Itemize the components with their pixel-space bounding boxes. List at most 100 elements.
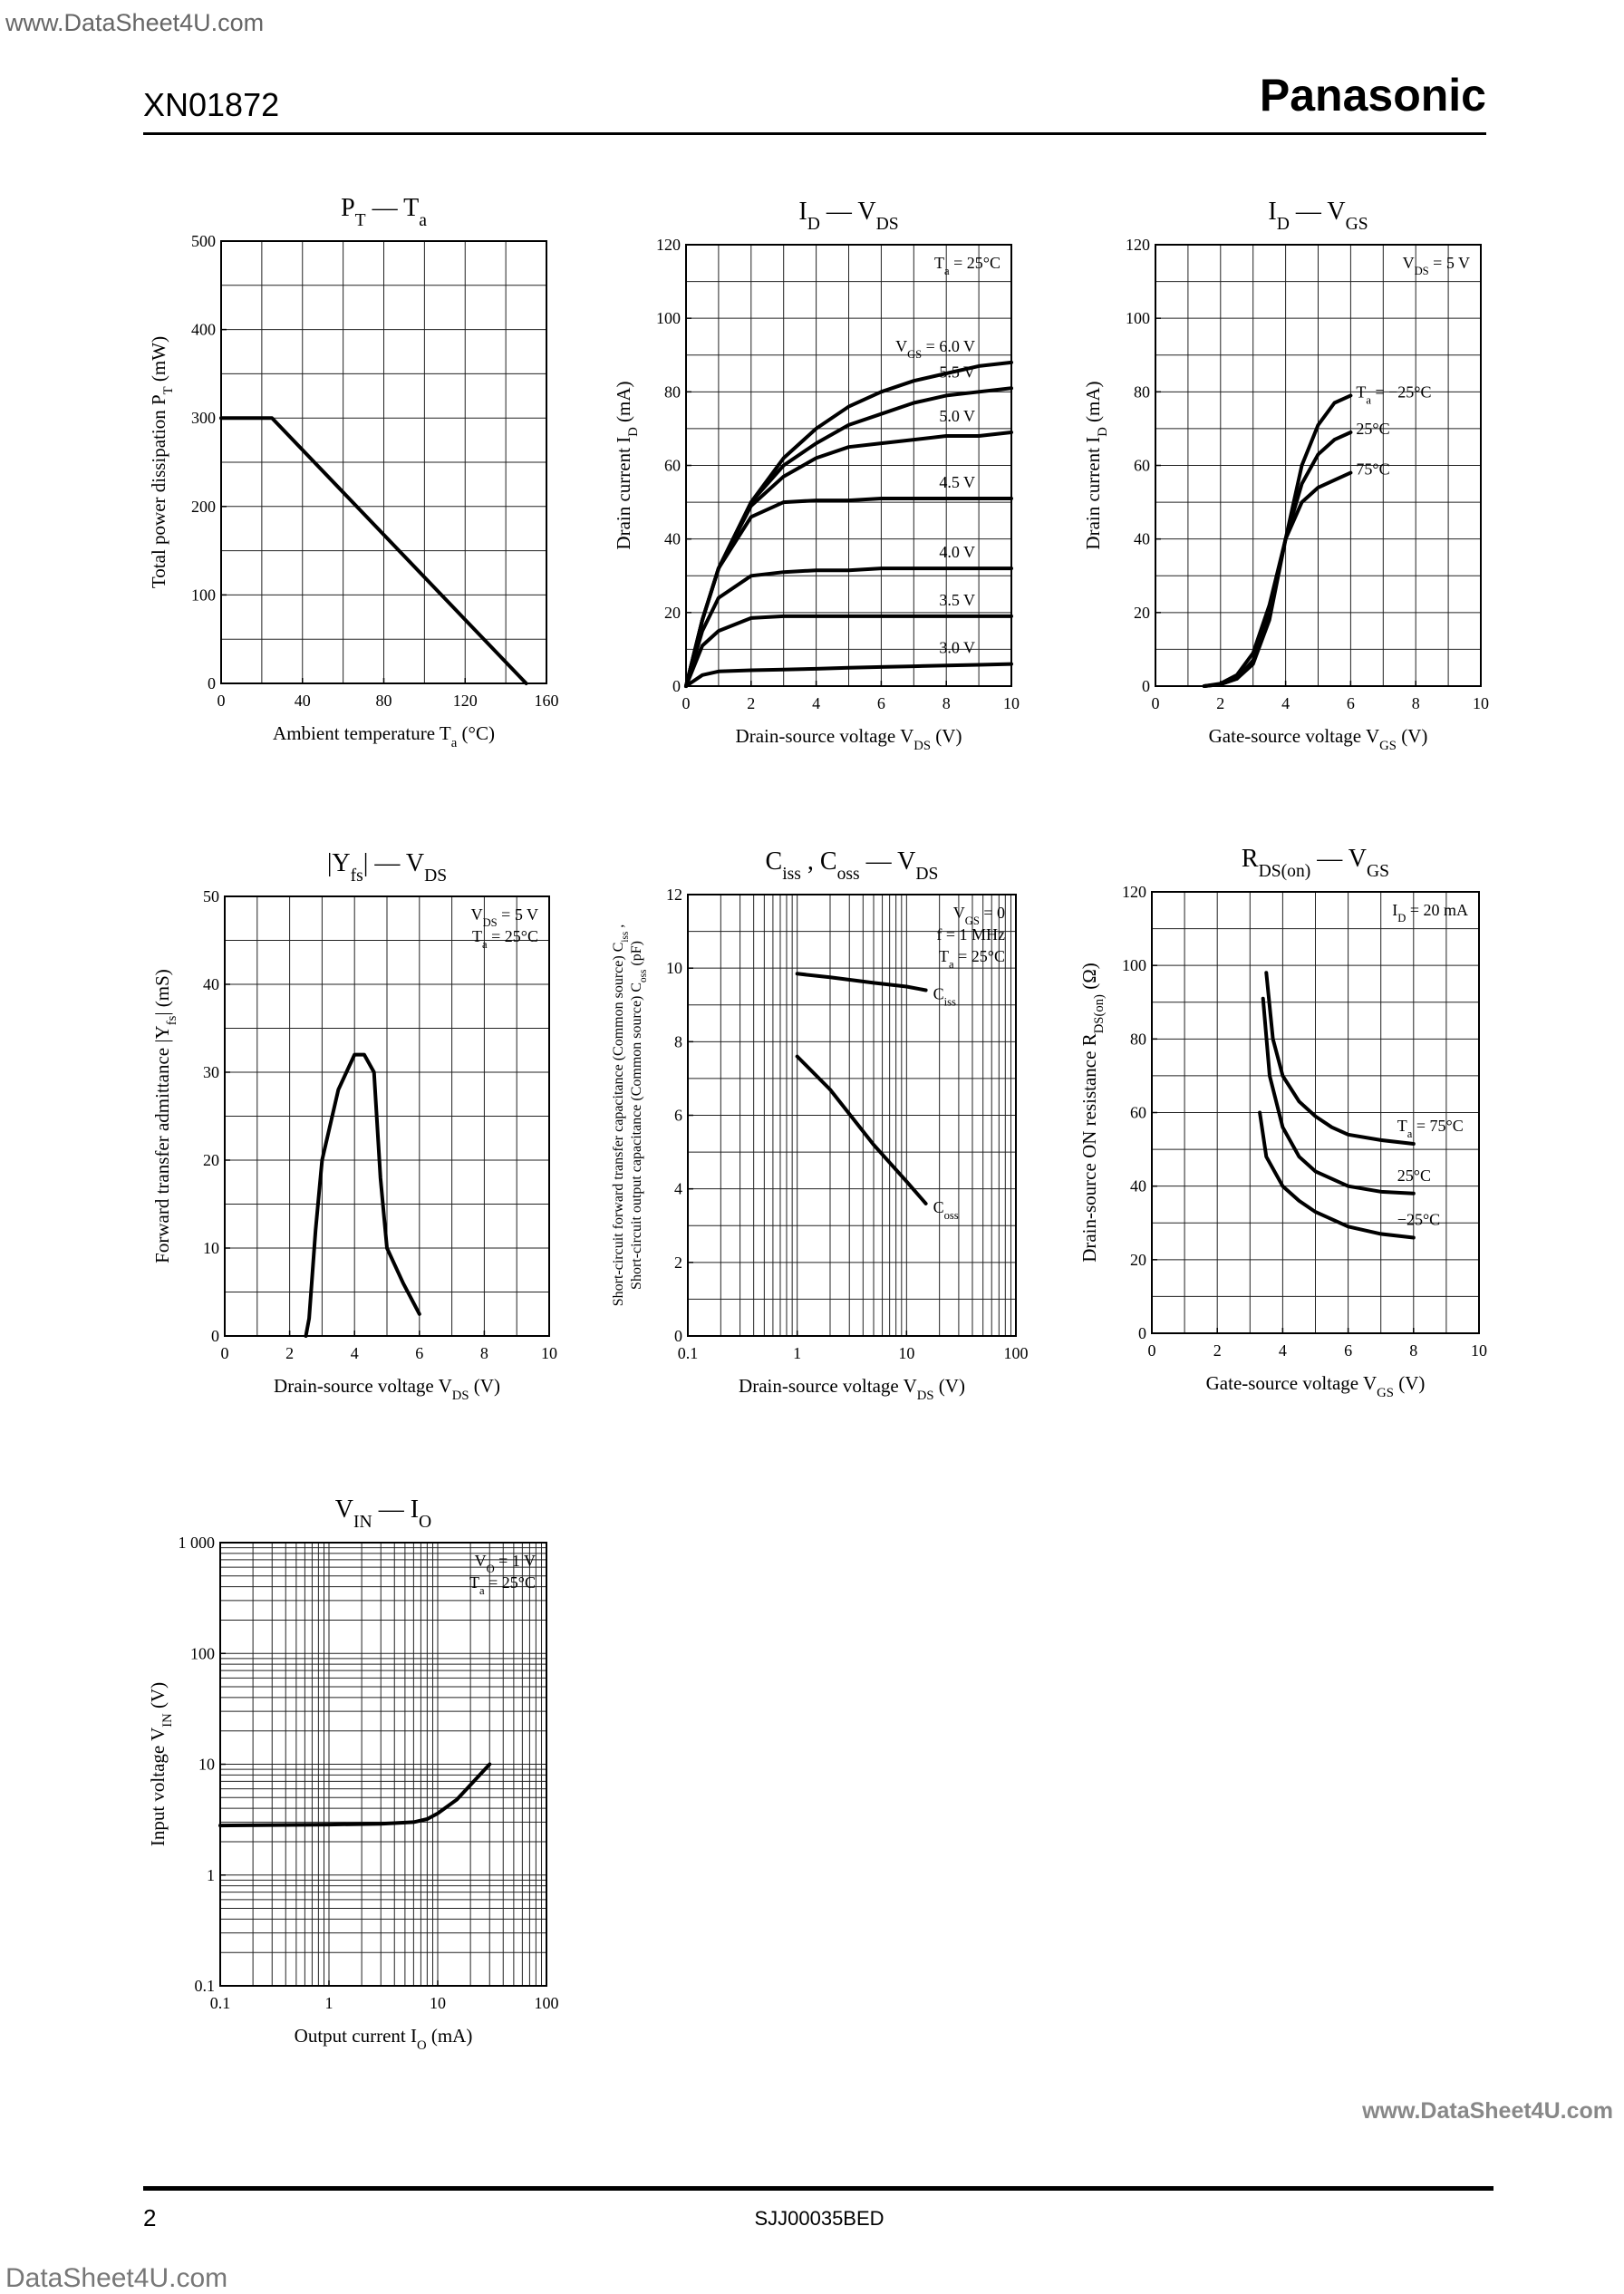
- text-part: R: [1242, 845, 1259, 873]
- x-tick-label: 160: [535, 692, 559, 710]
- text-part: = 25°C: [488, 927, 538, 945]
- y-tick-label: 100: [191, 586, 216, 604]
- text-part: | (mS): [151, 969, 173, 1015]
- text-part: Short-circuit forward transfer capacitan…: [611, 943, 626, 1307]
- text-part: V: [471, 905, 483, 924]
- text-part: Input voltage V: [147, 1728, 169, 1846]
- text-part: = 1 V: [495, 1552, 536, 1570]
- text-part: T: [934, 254, 944, 272]
- text-part: Drain current I: [1082, 437, 1104, 550]
- curve: [684, 614, 1013, 688]
- x-tick-label: 0: [1152, 694, 1160, 712]
- text-part: (Ω): [1078, 963, 1100, 994]
- text-part: V: [1403, 254, 1415, 272]
- text-part: (V): [469, 1375, 500, 1397]
- y-tick-label: 100: [1122, 956, 1146, 974]
- x-tick-label: 6: [877, 694, 885, 712]
- subscript: DS(on): [1092, 994, 1107, 1033]
- y-tick-label: 80: [1134, 382, 1150, 401]
- x-tick-label: 2: [1213, 1341, 1222, 1360]
- subscript: T: [355, 211, 366, 230]
- text-part: Drain current I: [613, 437, 634, 550]
- subscript: O: [417, 2038, 427, 2053]
- y-tick-label: 500: [191, 232, 216, 250]
- text-part: (mA): [427, 2025, 473, 2047]
- watermark: www.DataSheet4U.com: [5, 9, 264, 36]
- y-tick-label: 12: [666, 886, 682, 904]
- text-part: Gate-source voltage V: [1206, 1372, 1378, 1394]
- text-part: Output current I: [295, 2025, 417, 2047]
- condition-note: VGS = 0: [953, 904, 1005, 927]
- y-tick-label: 60: [664, 457, 681, 475]
- x-tick-label: 8: [1409, 1341, 1417, 1360]
- y-tick-label: 2: [674, 1253, 682, 1272]
- chart-title: |Yfs| — VDS: [327, 849, 447, 886]
- subscript: iss: [620, 932, 631, 943]
- text-part: Drain-source voltage V: [274, 1375, 452, 1397]
- y-axis-label: Short-circuit output capacitance (Common…: [629, 941, 649, 1290]
- text-part: — V: [820, 198, 876, 226]
- y-tick-label: 60: [1130, 1104, 1146, 1122]
- chart-title: RDS(on) — VGS: [1242, 845, 1389, 881]
- x-tick-label: 4: [812, 694, 820, 712]
- y-tick-label: 0: [208, 674, 216, 692]
- text-part: = 25°C: [485, 1573, 536, 1592]
- text-part: C: [933, 985, 944, 1003]
- y-tick-label: 0: [1138, 1324, 1146, 1342]
- text-part: Total power dissipation P: [148, 394, 169, 588]
- subscript: a: [479, 1584, 485, 1597]
- curve-label: VGS = 6.0 V: [895, 337, 975, 361]
- x-tick-label: 2: [1216, 694, 1224, 712]
- curve: [219, 416, 528, 685]
- text-part: — V: [1310, 845, 1367, 873]
- x-tick-label: 0: [218, 692, 226, 710]
- subscript: IN: [353, 1513, 372, 1532]
- curve: [684, 662, 1013, 688]
- curve-label: 4.5 V: [939, 473, 975, 491]
- text-part: C: [933, 1198, 944, 1216]
- y-tick-label: 20: [1134, 604, 1150, 622]
- subscript: fs: [165, 1015, 179, 1025]
- text-part: — I: [372, 1495, 419, 1524]
- curve: [684, 497, 1013, 688]
- condition-note: Ta = 25°C: [934, 254, 1000, 277]
- y-tick-label: 80: [664, 382, 681, 401]
- x-tick-label: 4: [351, 1344, 359, 1362]
- text-part: = 25°C: [954, 947, 1005, 965]
- text-part: (°C): [457, 722, 495, 744]
- text-part: Drain-source voltage V: [739, 1375, 917, 1397]
- curve-label: 25°C: [1356, 420, 1389, 438]
- subscript: fs: [351, 866, 363, 886]
- x-tick-label: 10: [1473, 694, 1489, 712]
- y-tick-label: 10: [198, 1756, 215, 1774]
- text-part: = 5 V: [498, 905, 538, 924]
- y-tick-label: 40: [203, 975, 219, 993]
- document-code: SJJ00035BED: [754, 2207, 884, 2230]
- plot-frame: [224, 895, 550, 1337]
- curve-label: 25°C: [1397, 1166, 1431, 1185]
- curve-label: 3.5 V: [939, 591, 975, 609]
- part-number: XN01872: [143, 86, 279, 123]
- condition-note: f = 1 MHz: [936, 925, 1005, 944]
- condition-note: Ta = 25°C: [939, 947, 1005, 971]
- y-tick-label: 200: [191, 498, 216, 516]
- text-part: Forward transfer admittance |Y: [151, 1025, 173, 1263]
- text-part: 75°C: [1356, 460, 1389, 479]
- subscript: oss: [837, 865, 860, 884]
- curve: [795, 972, 928, 992]
- x-tick-label: 10: [1003, 694, 1020, 712]
- text-part: (mA): [1082, 381, 1104, 427]
- curve-label: Coss: [933, 1198, 959, 1222]
- y-tick-label: 300: [191, 409, 216, 427]
- y-tick-label: 1: [207, 1866, 215, 1884]
- subscript: a: [1407, 1128, 1413, 1140]
- subscript: DS: [915, 865, 938, 884]
- curve-label: 5.5 V: [939, 363, 975, 381]
- y-tick-label: 10: [666, 959, 682, 977]
- x-tick-label: 10: [1471, 1341, 1487, 1360]
- x-tick-label: 0.1: [678, 1344, 699, 1362]
- text-part: | — V: [363, 849, 424, 877]
- y-tick-label: 100: [190, 1644, 215, 1662]
- subscript: D: [626, 427, 641, 437]
- text-part: T: [469, 1573, 479, 1592]
